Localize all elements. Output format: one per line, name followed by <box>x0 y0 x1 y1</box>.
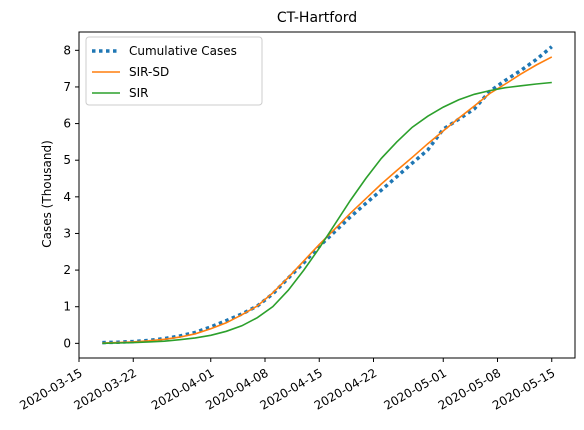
series-line-2 <box>102 83 552 344</box>
legend-label-2: SIR <box>129 86 149 100</box>
legend: Cumulative Cases SIR-SD SIR <box>86 37 262 105</box>
y-tick-label-4: 4 <box>63 190 71 204</box>
y-axis-label: Cases (Thousand) <box>40 140 54 248</box>
legend-label-0: Cumulative Cases <box>129 44 237 58</box>
legend-label-1: SIR-SD <box>129 65 169 79</box>
y-tick-label-8: 8 <box>63 43 71 57</box>
y-tick-label-3: 3 <box>63 226 71 240</box>
y-tick-label-2: 2 <box>63 263 71 277</box>
chart-title: CT-Hartford <box>277 10 357 26</box>
y-tick-label-1: 1 <box>63 300 71 314</box>
y-tick-label-7: 7 <box>63 80 71 94</box>
y-tick-label-5: 5 <box>63 153 71 167</box>
y-axis: 0 1 2 3 4 5 6 7 8 <box>63 43 79 350</box>
y-tick-label-6: 6 <box>63 117 71 131</box>
y-tick-label-0: 0 <box>63 336 71 350</box>
